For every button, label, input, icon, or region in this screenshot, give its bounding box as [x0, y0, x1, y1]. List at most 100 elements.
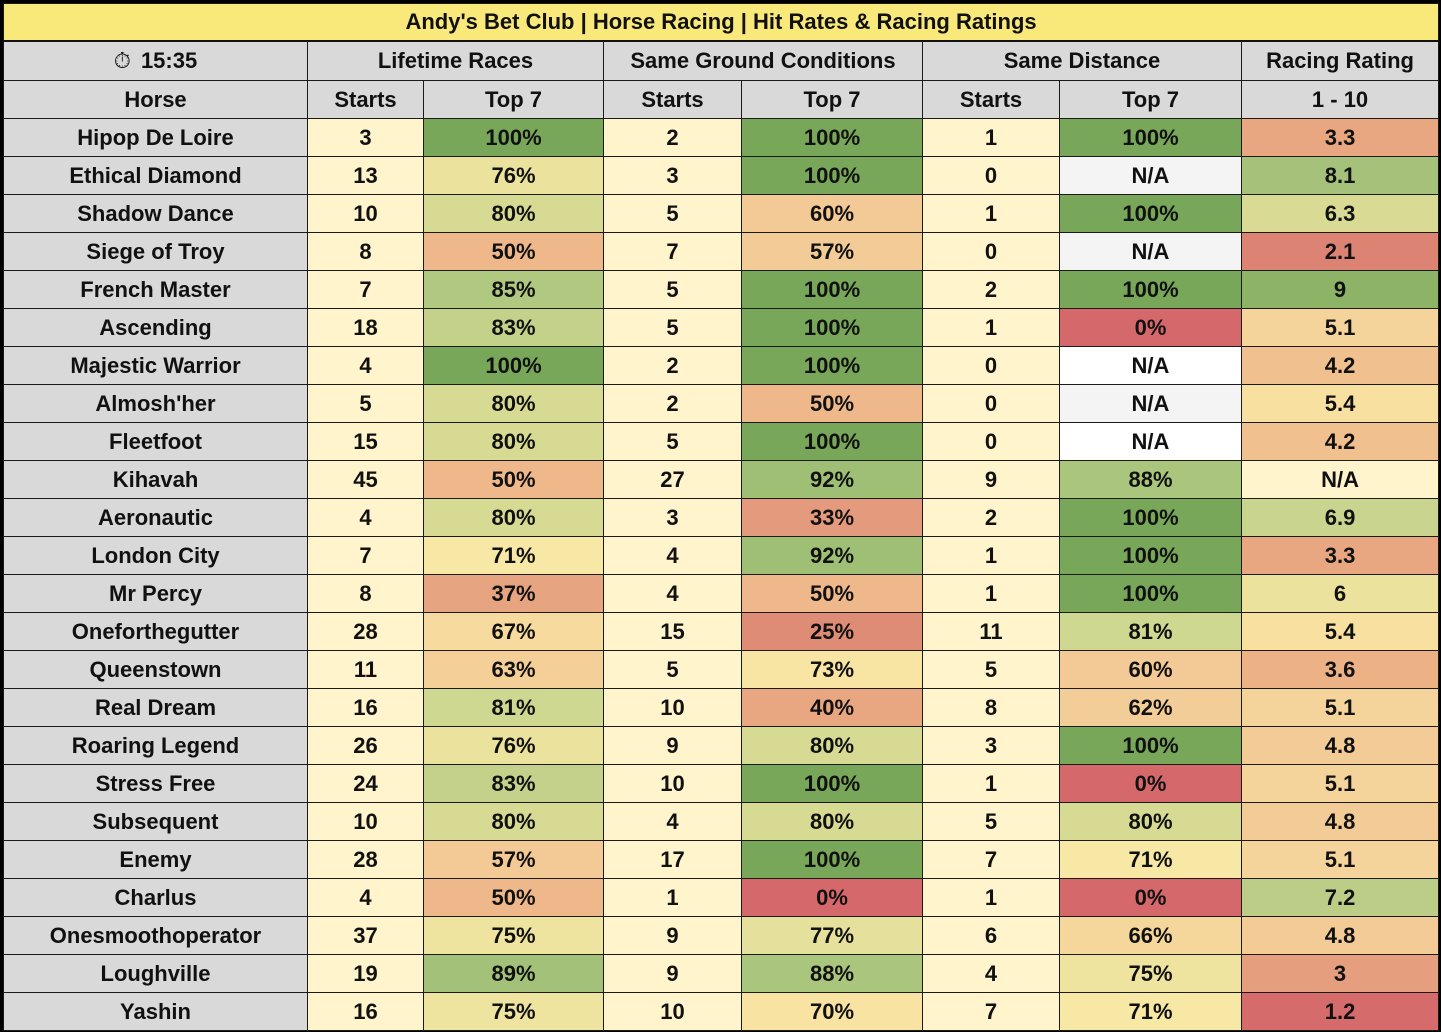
col-header-ground-top7: Top 7	[741, 80, 923, 119]
distance-starts: 2	[922, 270, 1060, 309]
lifetime-top7: 80%	[423, 422, 604, 461]
ground-top7: 100%	[741, 346, 923, 385]
distance-starts: 5	[922, 802, 1060, 841]
ground-top7: 57%	[741, 232, 923, 271]
lifetime-top7: 76%	[423, 156, 604, 195]
lifetime-starts: 4	[307, 346, 424, 385]
distance-top7: 100%	[1059, 536, 1242, 575]
horse-name: French Master	[3, 270, 308, 309]
lifetime-top7: 37%	[423, 574, 604, 613]
table-row: Queenstown 11 63% 5 73% 5 60% 3.6	[3, 650, 1440, 689]
ground-top7: 50%	[741, 574, 923, 613]
lifetime-top7: 50%	[423, 232, 604, 271]
racing-rating: N/A	[1240, 460, 1440, 499]
distance-top7: N/A	[1059, 232, 1242, 271]
lifetime-top7: 83%	[423, 764, 604, 803]
table-row: Subsequent 10 80% 4 80% 5 80% 4.8	[3, 802, 1440, 841]
lifetime-starts: 24	[307, 764, 424, 803]
lifetime-top7: 71%	[423, 536, 604, 575]
horse-name: Subsequent	[3, 802, 308, 841]
racing-rating: 5.1	[1240, 764, 1440, 803]
table-row: Yashin 16 75% 10 70% 7 71% 1.2	[3, 992, 1440, 1031]
horse-name: Onesmoothoperator	[3, 916, 308, 955]
ground-top7: 80%	[741, 802, 923, 841]
racing-rating: 4.8	[1240, 802, 1440, 841]
lifetime-starts: 3	[307, 118, 424, 157]
group-racing-rating: Racing Rating	[1240, 40, 1440, 81]
ground-starts: 9	[603, 954, 742, 993]
distance-top7: 100%	[1059, 194, 1242, 233]
col-header-dist-starts: Starts	[922, 80, 1060, 119]
ground-top7: 92%	[741, 536, 923, 575]
distance-top7: 81%	[1059, 612, 1242, 651]
lifetime-starts: 37	[307, 916, 424, 955]
lifetime-top7: 50%	[423, 878, 604, 917]
col-header-dist-top7: Top 7	[1059, 80, 1242, 119]
racing-rating: 3.3	[1240, 118, 1440, 157]
ground-top7: 77%	[741, 916, 923, 955]
distance-starts: 9	[922, 460, 1060, 499]
distance-top7: 88%	[1059, 460, 1242, 499]
ground-top7: 33%	[741, 498, 923, 537]
lifetime-top7: 76%	[423, 726, 604, 765]
col-header-life-starts: Starts	[307, 80, 424, 119]
racing-rating: 3	[1240, 954, 1440, 993]
lifetime-starts: 4	[307, 498, 424, 537]
horse-name: Enemy	[3, 840, 308, 879]
ground-starts: 5	[603, 194, 742, 233]
ground-starts: 2	[603, 384, 742, 423]
group-lifetime-races: Lifetime Races	[307, 40, 604, 81]
clock-time: 15:35	[140, 48, 198, 73]
table-row: French Master 7 85% 5 100% 2 100% 9	[3, 270, 1440, 309]
distance-starts: 1	[922, 574, 1060, 613]
sheet-title: Andy's Bet Club | Horse Racing | Hit Rat…	[2, 3, 1440, 42]
lifetime-top7: 80%	[423, 498, 604, 537]
distance-top7: 75%	[1059, 954, 1242, 993]
horse-name: Mr Percy	[3, 574, 308, 613]
distance-starts: 8	[922, 688, 1060, 727]
table-row: Majestic Warrior 4 100% 2 100% 0 N/A 4.2	[3, 346, 1440, 385]
racing-rating: 6	[1240, 574, 1440, 613]
distance-starts: 0	[922, 422, 1060, 461]
lifetime-starts: 13	[307, 156, 424, 195]
table-row: Stress Free 24 83% 10 100% 1 0% 5.1	[3, 764, 1440, 803]
col-header-life-top7: Top 7	[423, 80, 604, 119]
racing-rating: 6.3	[1240, 194, 1440, 233]
table-row: Ethical Diamond 13 76% 3 100% 0 N/A 8.1	[3, 156, 1440, 195]
ground-starts: 10	[603, 764, 742, 803]
lifetime-top7: 100%	[423, 118, 604, 157]
distance-top7: 80%	[1059, 802, 1242, 841]
ground-top7: 100%	[741, 156, 923, 195]
table-row: Almosh'her 5 80% 2 50% 0 N/A 5.4	[3, 384, 1440, 423]
ground-top7: 0%	[741, 878, 923, 917]
distance-starts: 6	[922, 916, 1060, 955]
table-row: Mr Percy 8 37% 4 50% 1 100% 6	[3, 574, 1440, 613]
lifetime-starts: 8	[307, 232, 424, 271]
distance-top7: 100%	[1059, 270, 1242, 309]
clock-cell: ⏱ 15:35	[3, 40, 308, 81]
table-row: Hipop De Loire 3 100% 2 100% 1 100% 3.3	[3, 118, 1440, 157]
ground-starts: 3	[603, 156, 742, 195]
ground-starts: 10	[603, 992, 742, 1031]
ground-top7: 50%	[741, 384, 923, 423]
racing-rating: 3.6	[1240, 650, 1440, 689]
distance-starts: 1	[922, 194, 1060, 233]
lifetime-top7: 63%	[423, 650, 604, 689]
ground-starts: 1	[603, 878, 742, 917]
table-row: Real Dream 16 81% 10 40% 8 62% 5.1	[3, 688, 1440, 727]
racing-rating: 7.2	[1240, 878, 1440, 917]
distance-top7: 100%	[1059, 574, 1242, 613]
table-row: Loughville 19 89% 9 88% 4 75% 3	[3, 954, 1440, 993]
ground-starts: 7	[603, 232, 742, 271]
ground-starts: 2	[603, 346, 742, 385]
ground-top7: 92%	[741, 460, 923, 499]
distance-starts: 1	[922, 308, 1060, 347]
ground-starts: 2	[603, 118, 742, 157]
distance-top7: N/A	[1059, 156, 1242, 195]
ratings-table: Andy's Bet Club | Horse Racing | Hit Rat…	[2, 3, 1440, 1031]
horse-name: Ethical Diamond	[3, 156, 308, 195]
distance-top7: 0%	[1059, 878, 1242, 917]
lifetime-top7: 50%	[423, 460, 604, 499]
distance-top7: 66%	[1059, 916, 1242, 955]
